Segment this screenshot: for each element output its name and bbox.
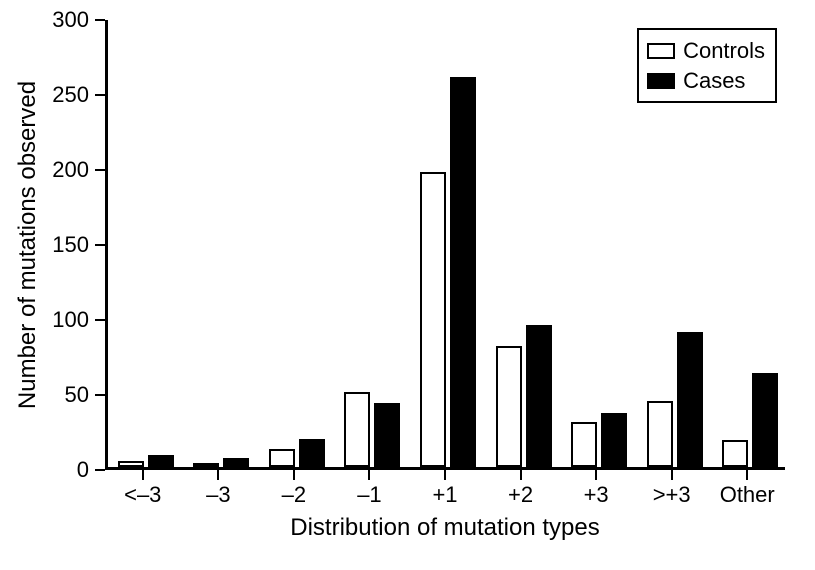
bar-controls [571, 422, 597, 467]
x-tick [142, 470, 144, 480]
y-tick-label: 0 [0, 457, 89, 483]
legend-swatch-controls [647, 43, 675, 59]
bar-controls [118, 461, 144, 467]
x-tick-label: +1 [432, 482, 457, 508]
mutation-types-chart: Number of mutations observed Distributio… [0, 0, 815, 570]
x-tick [444, 470, 446, 480]
legend: ControlsCases [637, 28, 777, 103]
legend-swatch-cases [647, 73, 675, 89]
bar-controls [344, 392, 370, 467]
x-tick-label: –2 [282, 482, 306, 508]
y-tick-label: 100 [0, 307, 89, 333]
x-tick [217, 470, 219, 480]
x-tick-label: Other [720, 482, 775, 508]
x-tick-label: +3 [584, 482, 609, 508]
bar-cases [677, 332, 703, 467]
y-tick [95, 319, 105, 321]
x-tick [746, 470, 748, 480]
y-tick [95, 19, 105, 21]
y-tick-label: 200 [0, 157, 89, 183]
x-tick [293, 470, 295, 480]
x-tick [671, 470, 673, 480]
y-tick [95, 394, 105, 396]
legend-label: Cases [683, 66, 745, 96]
legend-item-cases: Cases [647, 66, 765, 96]
y-tick-label: 50 [0, 382, 89, 408]
x-tick-label: –3 [206, 482, 230, 508]
bar-cases [148, 455, 174, 467]
y-tick-label: 300 [0, 7, 89, 33]
bar-cases [450, 77, 476, 467]
bar-cases [299, 439, 325, 468]
bar-cases [752, 373, 778, 468]
bar-cases [526, 325, 552, 468]
y-tick [95, 94, 105, 96]
bar-cases [374, 403, 400, 468]
bar-controls [647, 401, 673, 467]
x-tick [368, 470, 370, 480]
y-tick [95, 469, 105, 471]
x-tick [595, 470, 597, 480]
x-tick-label: –1 [357, 482, 381, 508]
bar-controls [420, 172, 446, 468]
x-tick-label: <–3 [124, 482, 161, 508]
x-tick [520, 470, 522, 480]
y-tick [95, 244, 105, 246]
legend-item-controls: Controls [647, 36, 765, 66]
legend-label: Controls [683, 36, 765, 66]
bar-controls [193, 463, 219, 468]
y-tick-label: 150 [0, 232, 89, 258]
x-axis-title: Distribution of mutation types [290, 514, 599, 542]
bar-controls [496, 346, 522, 468]
bar-cases [223, 458, 249, 467]
x-tick-label: >+3 [653, 482, 691, 508]
bar-controls [269, 449, 295, 467]
bar-controls [722, 440, 748, 467]
y-tick [95, 169, 105, 171]
y-tick-label: 250 [0, 82, 89, 108]
bar-cases [601, 413, 627, 467]
x-tick-label: +2 [508, 482, 533, 508]
